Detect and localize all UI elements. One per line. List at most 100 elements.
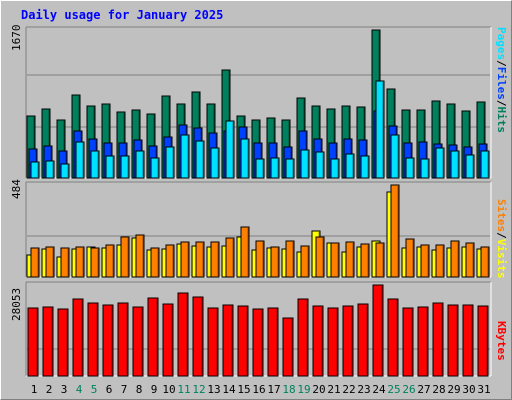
day-label-13: 13 bbox=[207, 383, 220, 396]
legend-kbytes-text: KBytes bbox=[495, 321, 508, 361]
bar-pages-day-25 bbox=[390, 134, 400, 179]
bar-pages-day-19 bbox=[300, 149, 310, 179]
bar-sites-day-17 bbox=[270, 246, 280, 278]
day-label-26: 26 bbox=[402, 383, 415, 396]
bar-kbytes-day-20 bbox=[312, 305, 324, 377]
bar-pages-day-31 bbox=[480, 150, 490, 179]
day-label-25: 25 bbox=[387, 383, 400, 396]
bar-sites-day-29 bbox=[450, 240, 460, 278]
day-label-31: 31 bbox=[477, 383, 490, 396]
bar-pages-day-22 bbox=[345, 153, 355, 179]
bar-pages-day-6 bbox=[105, 155, 115, 179]
bar-kbytes-day-3 bbox=[57, 308, 69, 377]
day-label-29: 29 bbox=[447, 383, 460, 396]
day-label-30: 30 bbox=[462, 383, 475, 396]
bar-pages-day-26 bbox=[405, 157, 415, 179]
bar-kbytes-day-18 bbox=[282, 317, 294, 377]
bar-sites-day-18 bbox=[285, 240, 295, 278]
bar-kbytes-day-28 bbox=[432, 302, 444, 377]
bar-sites-day-9 bbox=[150, 247, 160, 278]
bar-sites-day-15 bbox=[240, 226, 250, 278]
bar-sites-day-19 bbox=[300, 245, 310, 278]
bar-kbytes-day-5 bbox=[87, 302, 99, 377]
bar-sites-day-27 bbox=[420, 244, 430, 278]
bar-kbytes-day-15 bbox=[237, 305, 249, 377]
bar-kbytes-day-24 bbox=[372, 284, 384, 377]
day-label-17: 17 bbox=[267, 383, 280, 396]
bar-sites-day-2 bbox=[45, 246, 55, 278]
bar-pages-day-12 bbox=[195, 140, 205, 179]
bar-pages-day-11 bbox=[180, 134, 190, 179]
bar-sites-day-8 bbox=[135, 234, 145, 278]
bar-pages-day-7 bbox=[120, 155, 130, 179]
bar-kbytes-day-27 bbox=[417, 306, 429, 377]
bar-kbytes-day-1 bbox=[27, 307, 39, 377]
bar-pages-day-5 bbox=[90, 150, 100, 179]
bar-pages-day-10 bbox=[165, 146, 175, 179]
day-label-22: 22 bbox=[342, 383, 355, 396]
day-label-12: 12 bbox=[192, 383, 205, 396]
bar-sites-day-28 bbox=[435, 244, 445, 278]
bar-sites-day-1 bbox=[30, 247, 40, 278]
bar-sites-day-10 bbox=[165, 244, 175, 278]
day-label-20: 20 bbox=[312, 383, 325, 396]
bar-sites-day-31 bbox=[480, 246, 490, 278]
day-label-8: 8 bbox=[136, 383, 143, 396]
bar-kbytes-day-22 bbox=[342, 305, 354, 377]
bar-pages-day-21 bbox=[330, 158, 340, 179]
bar-kbytes-day-6 bbox=[102, 304, 114, 377]
legend-sep: / bbox=[495, 99, 508, 107]
bar-kbytes-day-7 bbox=[117, 302, 129, 377]
bar-sites-day-7 bbox=[120, 236, 130, 278]
bar-pages-day-15 bbox=[240, 138, 250, 179]
bar-pages-day-23 bbox=[360, 155, 370, 179]
bar-sites-day-4 bbox=[75, 246, 85, 278]
bar-kbytes-day-2 bbox=[42, 306, 54, 377]
legend-sep: / bbox=[495, 232, 508, 239]
bar-pages-day-2 bbox=[45, 160, 55, 179]
bar-pages-day-13 bbox=[210, 147, 220, 179]
day-label-4: 4 bbox=[76, 383, 83, 396]
day-label-10: 10 bbox=[162, 383, 175, 396]
bar-pages-day-29 bbox=[450, 150, 460, 179]
day-label-18: 18 bbox=[282, 383, 295, 396]
day-label-21: 21 bbox=[327, 383, 340, 396]
bar-sites-day-23 bbox=[360, 243, 370, 278]
bar-kbytes-day-12 bbox=[192, 296, 204, 377]
day-label-2: 2 bbox=[46, 383, 53, 396]
bar-sites-day-3 bbox=[60, 247, 70, 278]
bar-pages-day-24 bbox=[375, 80, 385, 179]
bar-sites-day-26 bbox=[405, 238, 415, 278]
bar-pages-day-8 bbox=[135, 150, 145, 179]
bar-sites-day-14 bbox=[225, 237, 235, 278]
day-label-15: 15 bbox=[237, 383, 250, 396]
day-label-19: 19 bbox=[297, 383, 310, 396]
day-label-27: 27 bbox=[417, 383, 430, 396]
bar-kbytes-day-30 bbox=[462, 304, 474, 377]
bar-kbytes-day-17 bbox=[267, 307, 279, 377]
bar-sites-day-12 bbox=[195, 241, 205, 278]
bar-pages-day-20 bbox=[315, 151, 325, 179]
legend-pages: Pages bbox=[495, 27, 508, 61]
day-label-24: 24 bbox=[372, 383, 386, 396]
bar-kbytes-day-29 bbox=[447, 304, 459, 377]
bar-pages-day-4 bbox=[75, 141, 85, 179]
bar-sites-day-6 bbox=[105, 244, 115, 278]
bar-pages-day-27 bbox=[420, 158, 430, 179]
bar-kbytes-day-10 bbox=[162, 303, 174, 377]
bar-sites-day-22 bbox=[345, 241, 355, 278]
bar-sites-day-5 bbox=[90, 247, 100, 278]
bar-kbytes-day-14 bbox=[222, 304, 234, 377]
legend-sep: / bbox=[495, 60, 508, 67]
day-label-23: 23 bbox=[357, 383, 370, 396]
day-label-16: 16 bbox=[252, 383, 265, 396]
bar-sites-day-25 bbox=[390, 184, 400, 278]
hits-max-label: 1670 bbox=[10, 24, 23, 52]
bar-pages-day-3 bbox=[60, 163, 70, 179]
bar-kbytes-day-19 bbox=[297, 298, 309, 377]
bar-pages-day-18 bbox=[285, 158, 295, 179]
day-label-5: 5 bbox=[91, 383, 98, 396]
bar-sites-day-21 bbox=[330, 242, 340, 278]
bar-sites-day-30 bbox=[465, 242, 475, 278]
